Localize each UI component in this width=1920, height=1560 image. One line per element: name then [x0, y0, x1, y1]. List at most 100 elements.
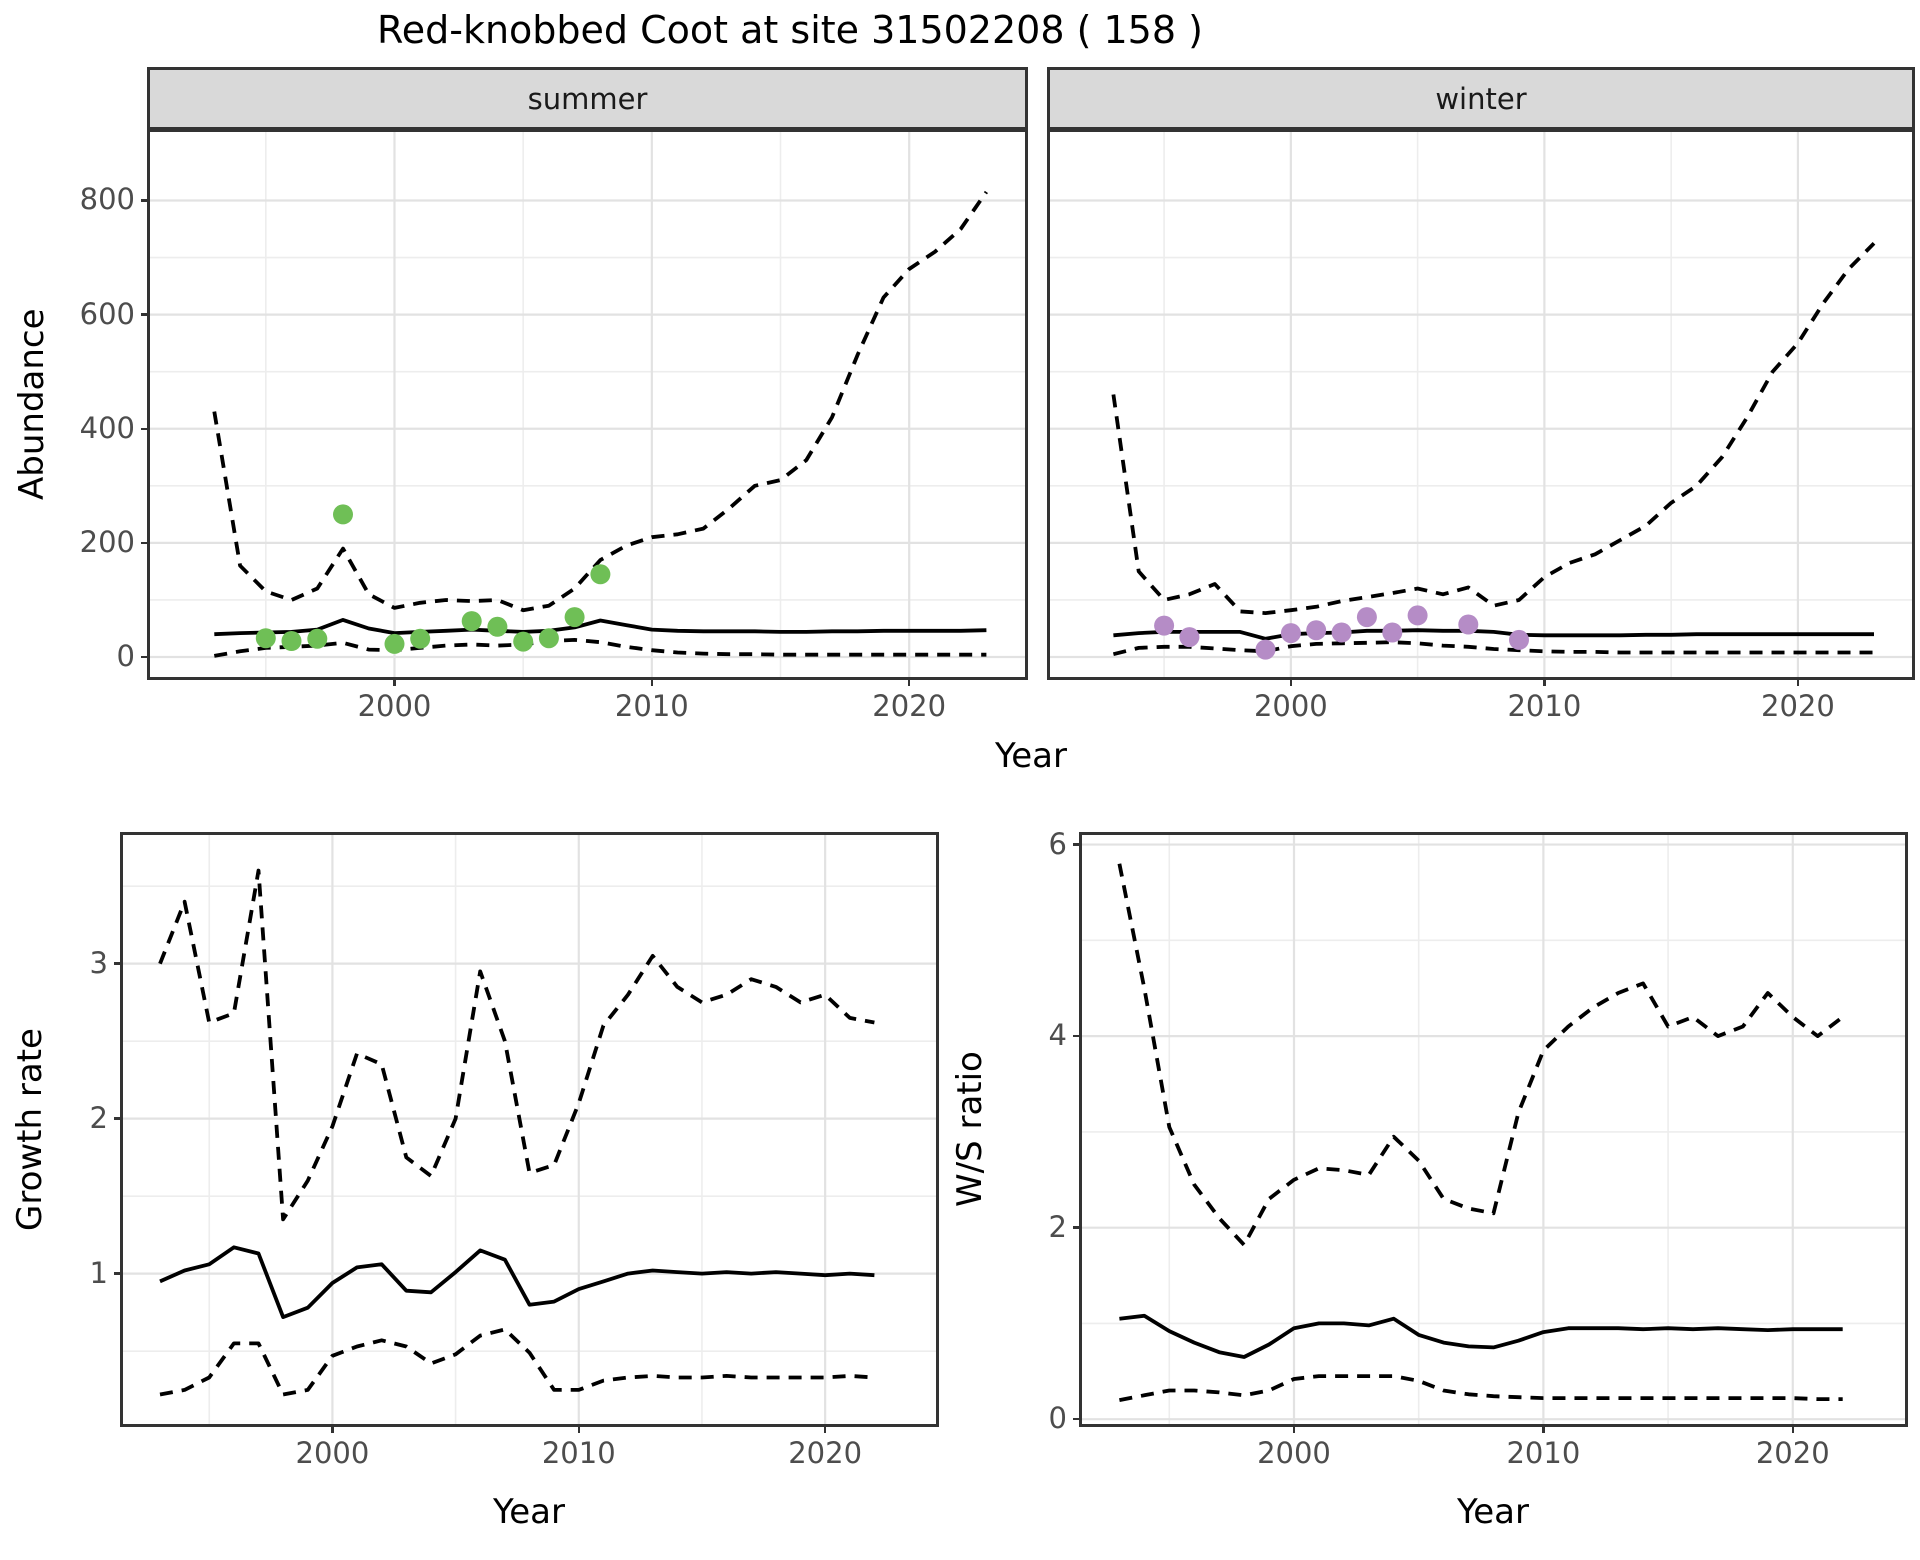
- y-tick-mark: [141, 313, 150, 316]
- x-tick-label: 2010: [614, 689, 689, 723]
- abundance-winter-point: [1255, 639, 1276, 660]
- facet-strip-summer: summer: [147, 67, 1028, 130]
- abundance-winter-point: [1306, 620, 1327, 641]
- abundance-summer-point: [461, 611, 482, 632]
- abundance-summer-point: [487, 616, 508, 637]
- x-tick-mark: [823, 1424, 827, 1433]
- panel-ws-ratio: [1079, 832, 1908, 1427]
- y-tick-label: 2: [1048, 1209, 1067, 1244]
- x-axis-title-year-bottom-left: Year: [493, 1492, 565, 1532]
- x-tick-label: 2010: [541, 1436, 616, 1470]
- x-tick-mark: [1289, 677, 1293, 686]
- y-tick-mark: [141, 427, 150, 430]
- series-upper_95ci: [158, 868, 875, 1222]
- x-tick-label: 2000: [357, 689, 432, 723]
- abundance-winter-point: [1179, 627, 1200, 648]
- abundance-summer-point: [590, 564, 611, 585]
- abundance-winter-point: [1356, 607, 1377, 628]
- ws-ratio-plot: [1082, 835, 1905, 1424]
- x-tick-mark: [1796, 677, 1800, 686]
- y-tick-label: 200: [79, 524, 135, 559]
- x-tick-label: 2020: [872, 689, 947, 723]
- abundance-winter-point: [1407, 605, 1428, 626]
- panel-abundance-summer: [147, 129, 1028, 680]
- series-upper_95ci: [1117, 863, 1844, 1247]
- x-axis-title-year-bottom-right: Year: [1457, 1492, 1529, 1532]
- abundance-summer-point: [538, 628, 559, 649]
- y-tick-mark: [141, 655, 150, 659]
- y-tick-mark: [1073, 1034, 1082, 1038]
- series-estimate: [214, 617, 987, 637]
- series-lower_95ci: [1112, 640, 1874, 657]
- x-tick-mark: [577, 1424, 581, 1433]
- x-tick-mark: [1791, 1424, 1795, 1433]
- abundance-summer-point: [564, 607, 585, 628]
- x-tick-label: 2020: [788, 1436, 863, 1470]
- y-tick-label: 600: [79, 296, 135, 331]
- y-tick-label: 0: [1048, 1401, 1067, 1436]
- x-tick-label: 2010: [1507, 689, 1582, 723]
- y-tick-label: 4: [1048, 1018, 1067, 1053]
- y-tick-label: 2: [89, 1100, 108, 1135]
- y-tick-mark: [114, 962, 123, 965]
- x-tick-label: 2000: [1257, 1436, 1331, 1470]
- y-tick-label: 0: [116, 639, 135, 674]
- abundance-winter-point: [1509, 629, 1529, 650]
- facet-label-summer: summer: [527, 81, 648, 116]
- abundance-summer-point: [307, 628, 328, 649]
- y-tick-label: 800: [79, 182, 135, 217]
- panel-abundance-winter: [1047, 129, 1915, 680]
- plot-title: Red-knobbed Coot at site 31502208 ( 158 …: [377, 8, 1203, 52]
- abundance-summer-point: [333, 504, 353, 525]
- abundance-summer-point: [255, 628, 276, 649]
- series-estimate: [1113, 628, 1874, 641]
- y-tick-mark: [141, 199, 150, 202]
- facet-label-winter: winter: [1435, 81, 1527, 116]
- x-tick-label: 2000: [1253, 689, 1328, 723]
- x-tick-mark: [331, 1424, 334, 1433]
- panel-growth-rate: [120, 832, 939, 1427]
- x-tick-label: 2010: [1506, 1436, 1581, 1470]
- y-tick-mark: [1073, 843, 1082, 846]
- series-estimate: [159, 1245, 875, 1320]
- x-tick-mark: [393, 677, 396, 686]
- abundance-winter-point: [1280, 623, 1301, 644]
- abundance-winter-point: [1154, 615, 1175, 636]
- y-tick-mark: [1073, 1226, 1082, 1229]
- x-tick-label: 2020: [1761, 689, 1835, 723]
- x-tick-mark: [907, 677, 911, 686]
- y-tick-label: 1: [89, 1255, 108, 1290]
- abundance-summer-point: [410, 628, 431, 649]
- x-tick-label: 2000: [295, 1436, 370, 1470]
- abundance-winter-point: [1458, 614, 1479, 635]
- abundance-winter-point: [1382, 622, 1403, 643]
- y-axis-title-ws-ratio: W/S ratio: [950, 1051, 990, 1208]
- series-upper_95ci: [212, 190, 988, 613]
- x-tick-mark: [1292, 1424, 1296, 1433]
- y-tick-label: 400: [79, 410, 135, 445]
- y-tick-mark: [141, 541, 150, 545]
- abundance-summer-point: [513, 631, 534, 652]
- series-lower_95ci: [159, 1327, 875, 1397]
- abundance-summer-plot: [150, 132, 1025, 677]
- abundance-summer-point: [281, 631, 302, 651]
- facet-strip-winter: winter: [1047, 67, 1915, 130]
- growth-rate-plot: [123, 835, 936, 1424]
- series-lower_95ci: [213, 637, 987, 658]
- y-tick-label: 3: [89, 945, 108, 980]
- abundance-winter-plot: [1050, 132, 1912, 677]
- abundance-winter-point: [1331, 622, 1352, 643]
- x-tick-mark: [1542, 1424, 1545, 1433]
- y-tick-label: 6: [1048, 826, 1067, 861]
- x-axis-title-year-top: Year: [995, 736, 1067, 776]
- series-lower_95ci: [1119, 1374, 1843, 1402]
- x-tick-mark: [1543, 677, 1546, 686]
- y-tick-mark: [114, 1117, 123, 1120]
- abundance-summer-point: [384, 633, 405, 654]
- series-estimate: [1119, 1313, 1843, 1359]
- x-tick-label: 2020: [1755, 1436, 1830, 1470]
- y-tick-mark: [114, 1272, 123, 1275]
- y-tick-mark: [1073, 1417, 1082, 1421]
- x-tick-mark: [650, 677, 654, 686]
